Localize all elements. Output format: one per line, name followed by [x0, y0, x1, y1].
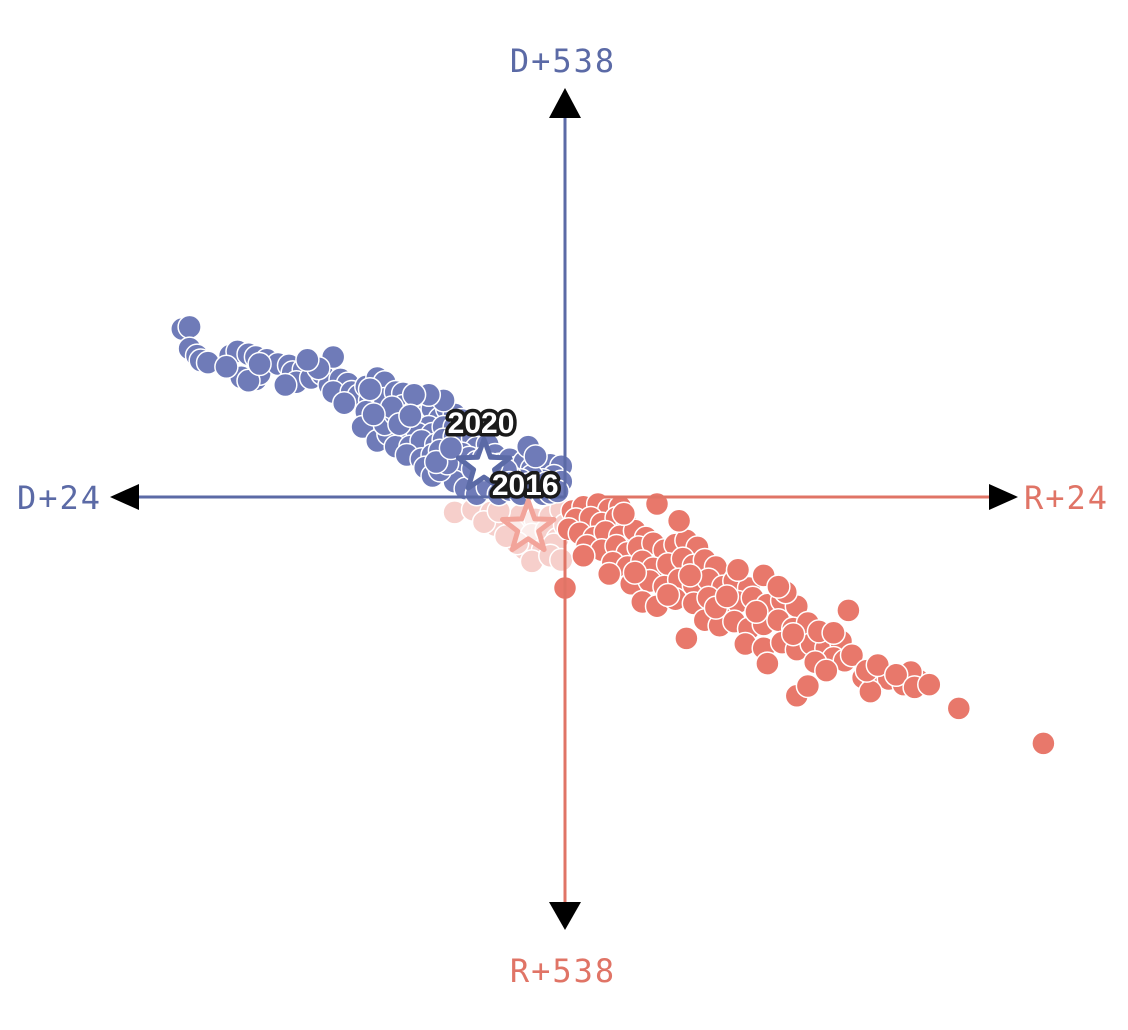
- data-point-r-89: [744, 599, 769, 625]
- data-point-d-127: [295, 347, 320, 373]
- data-point-d-122: [401, 382, 427, 408]
- data-point-d-138: [523, 444, 548, 469]
- points-layer-2016: [442, 497, 578, 574]
- data-point-r-101: [883, 662, 909, 688]
- axes: [110, 88, 1018, 930]
- data-point-d-128: [273, 372, 298, 398]
- axis-label-left: D+24: [17, 479, 102, 517]
- data-point-r-95: [780, 621, 806, 647]
- data-point-r-113: [622, 560, 648, 585]
- axis-labels: D+538 R+538 D+24 R+24: [17, 42, 1109, 990]
- arrow-right-icon: [989, 484, 1018, 510]
- axis-label-top: D+538: [510, 42, 616, 80]
- data-point-r-85: [755, 651, 780, 676]
- data-point-d-134: [438, 435, 464, 461]
- data-point-r-87: [836, 598, 861, 623]
- year-label-2020: 2020: [448, 407, 515, 440]
- arrow-left-icon: [110, 484, 139, 510]
- arrow-up-icon: [549, 88, 581, 118]
- axis-label-right: R+24: [1024, 479, 1109, 517]
- axis-label-bottom: R+538: [510, 952, 616, 990]
- data-point-r-104: [814, 658, 839, 683]
- data-point-r-91: [655, 582, 681, 608]
- data-point-r-110: [596, 561, 622, 587]
- data-point-r-109: [571, 543, 596, 569]
- data-point-r-105: [1031, 731, 1056, 756]
- year-label-2016: 2016: [492, 469, 559, 502]
- arrow-down-icon: [549, 902, 581, 930]
- data-point-d-35: [331, 390, 357, 416]
- data-point-d-131: [361, 402, 386, 427]
- data-point-r-97: [821, 620, 846, 646]
- data-point-r-108: [666, 508, 692, 534]
- star-icon-2020: [455, 436, 513, 491]
- data-point-d-133: [398, 403, 423, 429]
- data-point-d-129: [247, 351, 272, 377]
- data-point-r-2016-22: [549, 547, 574, 573]
- data-point-r-94: [766, 574, 791, 599]
- data-point-r-81: [858, 679, 883, 704]
- points-layer-rep: [552, 491, 1056, 756]
- data-point-r-88: [674, 626, 699, 651]
- data-point-d-14: [236, 368, 261, 394]
- data-point-r-98: [839, 642, 865, 668]
- points-layer-dem: [170, 314, 574, 507]
- data-point-r-112: [677, 563, 703, 588]
- data-point-r-82: [946, 696, 972, 721]
- data-point-d-1: [177, 314, 202, 340]
- data-point-r-84: [795, 673, 821, 699]
- data-point-d-130: [214, 354, 239, 380]
- data-point-r-111: [714, 584, 740, 609]
- star-icon-2016: [500, 498, 557, 553]
- data-point-r-92: [725, 557, 751, 583]
- data-point-r-106: [611, 501, 637, 527]
- data-point-r-103: [917, 672, 942, 697]
- data-point-d-124: [357, 376, 383, 402]
- year-markers: 2020 2016: [444, 404, 562, 553]
